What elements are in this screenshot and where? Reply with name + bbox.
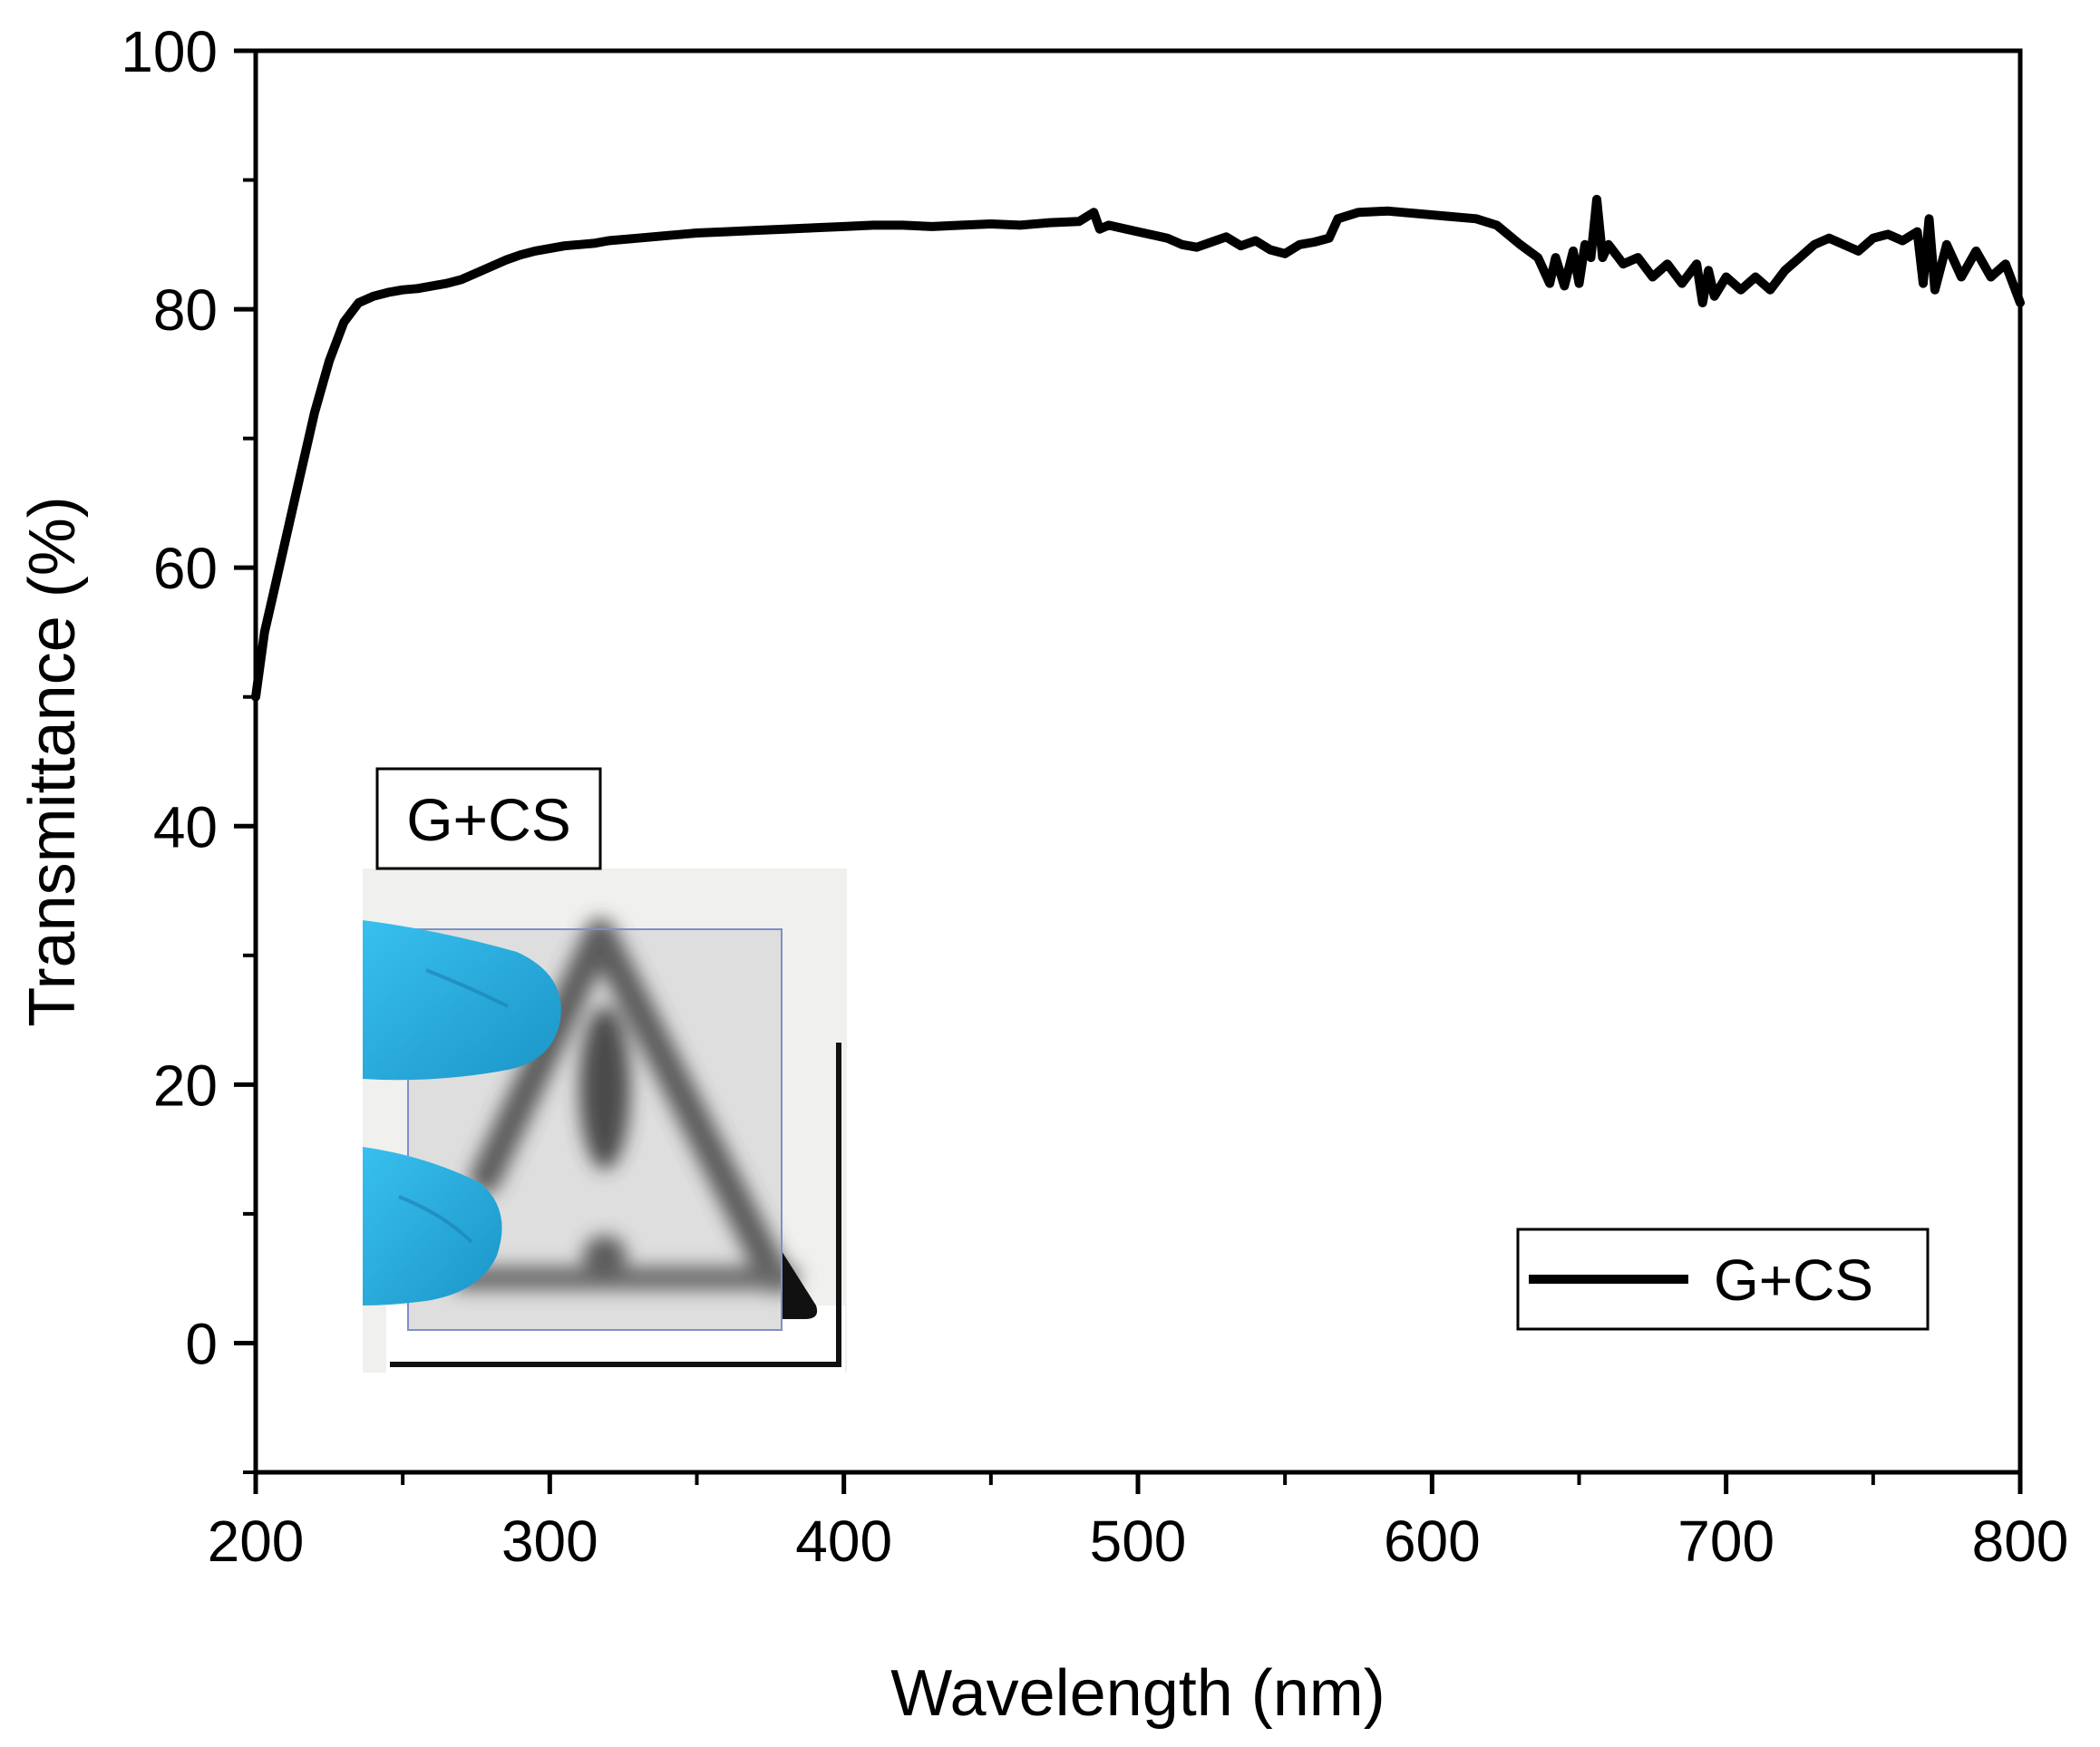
x-tick-label: 800 xyxy=(1972,1509,2069,1574)
x-tick-label: 600 xyxy=(1384,1509,1481,1574)
inset-label-box: G+CS xyxy=(375,767,602,870)
x-axis-title: Wavelength (nm) xyxy=(890,1657,1385,1730)
inset-label: G+CS xyxy=(406,786,571,853)
y-tick-label: 0 xyxy=(185,1311,218,1376)
film-outline xyxy=(407,928,783,1331)
y-axis-ticks xyxy=(234,48,256,1474)
y-axis-title: Transmittance (%) xyxy=(16,496,89,1026)
y-tick-label: 60 xyxy=(153,536,218,601)
x-axis-tick-labels: 200 300 400 500 600 700 800 xyxy=(208,1509,2069,1574)
x-axis-ticks xyxy=(253,1472,2023,1494)
x-tick-label: 500 xyxy=(1090,1509,1187,1574)
y-tick-label: 20 xyxy=(153,1053,218,1118)
x-tick-label: 300 xyxy=(501,1509,598,1574)
glove-finger-upper xyxy=(363,920,561,1081)
x-tick-label: 200 xyxy=(208,1509,305,1574)
y-tick-label: 80 xyxy=(153,277,218,343)
y-tick-label: 40 xyxy=(153,794,218,859)
legend-label: G+CS xyxy=(1714,1247,1873,1313)
y-tick-label: 100 xyxy=(121,19,218,84)
legend: G+CS xyxy=(1516,1228,1930,1331)
x-tick-label: 700 xyxy=(1677,1509,1774,1574)
glove-finger-lower xyxy=(363,1147,502,1305)
y-axis-tick-labels: 0 20 40 60 80 100 xyxy=(121,19,218,1376)
x-tick-label: 400 xyxy=(795,1509,892,1574)
series-line-g-cs xyxy=(251,194,2025,702)
inset-photo xyxy=(363,869,847,1373)
series-layer xyxy=(251,194,2025,702)
